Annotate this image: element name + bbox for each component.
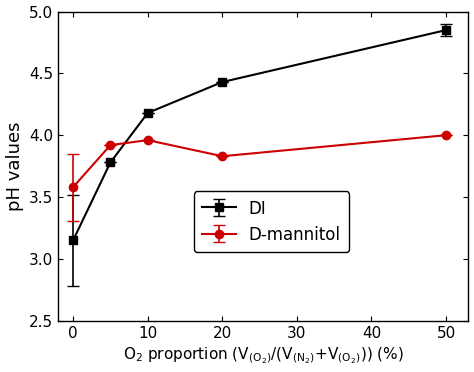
- Y-axis label: pH values: pH values: [6, 121, 24, 211]
- X-axis label: O$_2$ proportion (V$_{\mathregular{(O_2)}}$/(V$_{\mathregular{(N_2)}}$+V$_{\math: O$_2$ proportion (V$_{\mathregular{(O_2)…: [123, 346, 404, 366]
- Legend: DI, D-mannitol: DI, D-mannitol: [194, 191, 349, 252]
